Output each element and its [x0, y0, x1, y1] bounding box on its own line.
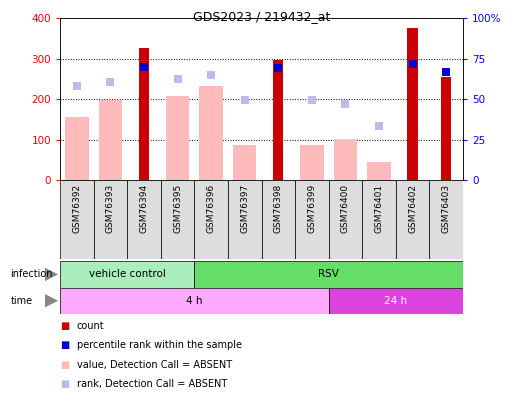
Text: RSV: RSV: [318, 269, 339, 279]
Text: count: count: [77, 321, 105, 331]
Bar: [334, 139, 357, 180]
Bar: [300, 145, 324, 180]
Text: GSM76392: GSM76392: [72, 184, 82, 233]
FancyBboxPatch shape: [295, 180, 328, 259]
Point: [106, 79, 115, 85]
Point: [140, 64, 148, 70]
FancyBboxPatch shape: [60, 180, 94, 259]
FancyBboxPatch shape: [429, 180, 463, 259]
Bar: [139, 48, 149, 180]
Bar: [99, 100, 122, 180]
Bar: [60, 261, 195, 288]
FancyBboxPatch shape: [328, 180, 362, 259]
Text: vehicle control: vehicle control: [89, 269, 166, 279]
Point: [174, 76, 182, 82]
Text: GSM76401: GSM76401: [374, 184, 383, 233]
FancyBboxPatch shape: [262, 180, 295, 259]
Point: [73, 83, 81, 90]
Text: GSM76395: GSM76395: [173, 184, 182, 233]
FancyBboxPatch shape: [228, 180, 262, 259]
Bar: [233, 145, 256, 180]
Bar: [407, 28, 417, 180]
Text: ■: ■: [60, 360, 70, 370]
Polygon shape: [45, 294, 58, 307]
Point: [375, 123, 383, 129]
Text: GSM76396: GSM76396: [207, 184, 215, 233]
Text: 24 h: 24 h: [384, 296, 407, 306]
Text: GSM76400: GSM76400: [341, 184, 350, 233]
Point: [308, 97, 316, 103]
Text: GSM76399: GSM76399: [308, 184, 316, 233]
Polygon shape: [45, 268, 58, 281]
Text: time: time: [10, 296, 32, 306]
Text: GSM76402: GSM76402: [408, 184, 417, 233]
Point: [408, 61, 417, 68]
Text: GSM76398: GSM76398: [274, 184, 283, 233]
Bar: [60, 288, 328, 314]
Text: rank, Detection Call = ABSENT: rank, Detection Call = ABSENT: [77, 379, 227, 389]
Bar: [441, 77, 451, 180]
Text: GSM76397: GSM76397: [240, 184, 249, 233]
Bar: [166, 96, 189, 180]
Bar: [199, 86, 223, 180]
Text: infection: infection: [10, 269, 53, 279]
FancyBboxPatch shape: [396, 180, 429, 259]
Text: ■: ■: [60, 379, 70, 389]
FancyBboxPatch shape: [127, 180, 161, 259]
Point: [442, 68, 450, 75]
FancyBboxPatch shape: [161, 180, 195, 259]
Point: [341, 101, 349, 107]
Text: GSM76403: GSM76403: [441, 184, 451, 233]
Text: ■: ■: [60, 321, 70, 331]
Text: GSM76394: GSM76394: [140, 184, 149, 233]
Text: 4 h: 4 h: [186, 296, 202, 306]
Point: [207, 72, 215, 78]
FancyBboxPatch shape: [195, 180, 228, 259]
Point: [442, 68, 450, 75]
Bar: [65, 117, 89, 180]
Text: percentile rank within the sample: percentile rank within the sample: [77, 341, 242, 350]
FancyBboxPatch shape: [94, 180, 127, 259]
Text: GSM76393: GSM76393: [106, 184, 115, 233]
Bar: [367, 162, 391, 180]
Bar: [273, 60, 283, 180]
Point: [274, 64, 282, 71]
Point: [241, 97, 249, 103]
Bar: [195, 261, 463, 288]
Text: GDS2023 / 219432_at: GDS2023 / 219432_at: [193, 10, 330, 23]
Text: ■: ■: [60, 341, 70, 350]
Bar: [328, 288, 463, 314]
Text: value, Detection Call = ABSENT: value, Detection Call = ABSENT: [77, 360, 232, 370]
FancyBboxPatch shape: [362, 180, 396, 259]
